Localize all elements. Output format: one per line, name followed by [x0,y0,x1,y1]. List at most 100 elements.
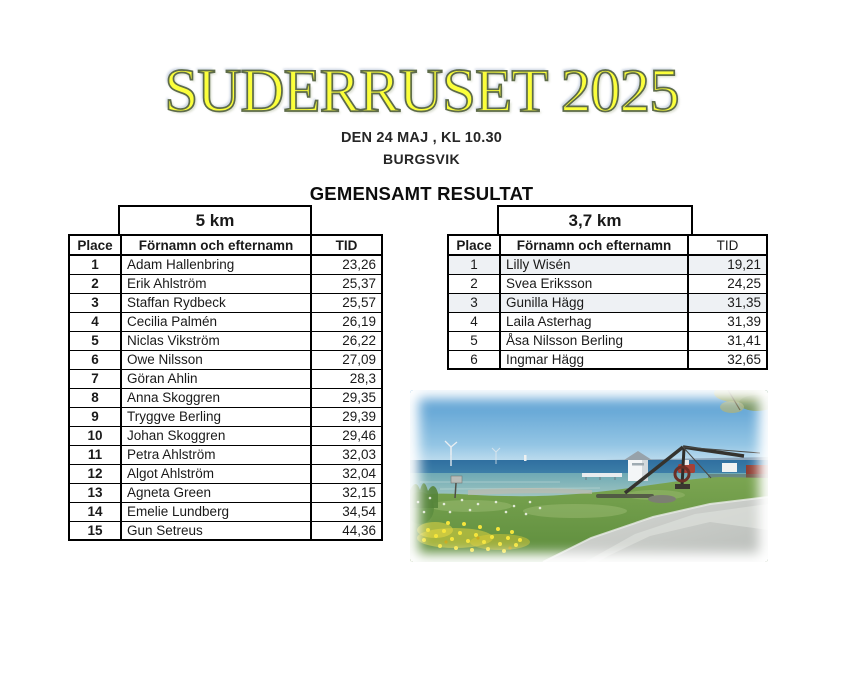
event-date-line: DEN 24 MAJ , KL 10.30 [340,130,503,146]
tid-cell: 32,04 [310,463,383,484]
tid-cell: 31,35 [687,292,768,313]
result-row: 7 Göran Ahlin 28,3 [68,368,383,389]
column-header-row: Place Förnamn och efternamn TID [447,234,768,256]
tid-cell: 31,39 [687,311,768,332]
name-cell: Owe Nilsson [120,349,312,370]
place-cell: 5 [68,330,122,351]
name-cell: Niclas Vikström [120,330,312,351]
result-row: 1 Adam Hallenbring 23,26 [68,254,383,275]
tid-cell: 19,21 [687,254,768,275]
place-cell: 5 [447,330,501,351]
distance-header-row: 5 km [68,205,383,234]
tid-cell: 26,22 [310,330,383,351]
name-cell: Gunilla Hägg [499,292,689,313]
place-cell: 10 [68,425,122,446]
result-row: 6 Owe Nilsson 27,09 [68,349,383,370]
stone-pile [648,495,676,503]
sailboat [524,455,527,461]
table-37km: Place Förnamn och efternamn TID 1 Lilly … [447,234,768,370]
result-row: 4 Laila Asterhag 31,39 [447,311,768,332]
column-header-place: Place [447,234,501,256]
distance-header-37km: 3,7 km [497,205,693,234]
result-row: 3 Staffan Rydbeck 25,57 [68,292,383,313]
results-table-37km: 3,7 km Place Förnamn och efternamn TID 1… [447,205,768,370]
tid-cell: 25,57 [310,292,383,313]
result-row: 13 Agneta Green 32,15 [68,482,383,503]
place-cell: 3 [447,292,501,313]
tid-cell: 32,65 [687,349,768,370]
table-5km: Place Förnamn och efternamn TID 1 Adam H… [68,234,383,541]
name-cell: Åsa Nilsson Berling [499,330,689,351]
place-cell: 1 [68,254,122,275]
result-row: 9 Tryggve Berling 29,39 [68,406,383,427]
tid-cell: 25,37 [310,273,383,294]
event-location-line: BURGSVIK [382,151,461,167]
foliage [714,390,768,413]
wind-turbine-far [491,447,501,464]
name-cell: Erik Ahlström [120,273,312,294]
result-row: 1 Lilly Wisén 19,21 [447,254,768,275]
yellow-flowers [417,521,530,553]
name-cell: Anna Skoggren [120,387,312,408]
result-row: 14 Emelie Lundberg 34,54 [68,501,383,522]
name-cell: Göran Ahlin [120,368,312,389]
name-cell: Cecilia Palmén [120,311,312,332]
results-table-5km: 5 km Place Förnamn och efternamn TID 1 A… [68,205,383,541]
result-row: 4 Cecilia Palmén 26,19 [68,311,383,332]
place-cell: 6 [68,349,122,370]
result-row: 10 Johan Skoggren 29,46 [68,425,383,446]
result-row: 11 Petra Ahlström 32,03 [68,444,383,465]
white-flowers [416,496,542,516]
tid-cell: 27,09 [310,349,383,370]
place-cell: 4 [68,311,122,332]
tid-cell: 31,41 [687,330,768,351]
page-title: SUDERRUSET 2025 [163,58,680,125]
tid-cell: 26,19 [310,311,383,332]
name-cell: Svea Eriksson [499,273,689,294]
column-header-tid: TID [310,234,383,256]
tid-cell: 28,3 [310,368,383,389]
place-cell: 11 [68,444,122,465]
name-cell: Tryggve Berling [120,406,312,427]
name-cell: Petra Ahlström [120,444,312,465]
boat-crane [623,445,761,495]
tid-cell: 32,15 [310,482,383,503]
name-cell: Johan Skoggren [120,425,312,446]
name-cell: Adam Hallenbring [120,254,312,275]
place-cell: 4 [447,311,501,332]
place-cell: 3 [68,292,122,313]
place-cell: 6 [447,349,501,370]
column-header-name: Förnamn och efternamn [499,234,689,256]
result-row: 2 Svea Eriksson 24,25 [447,273,768,294]
name-cell: Ingmar Hägg [499,349,689,370]
lighthouse-roof [624,451,652,460]
result-row: 3 Gunilla Hägg 31,35 [447,292,768,313]
name-cell: Agneta Green [120,482,312,503]
name-cell: Laila Asterhag [499,311,689,332]
place-cell: 13 [68,482,122,503]
name-cell: Algot Ahlström [120,463,312,484]
name-cell: Emelie Lundberg [120,501,312,522]
driftwood-log [596,494,654,498]
section-heading: GEMENSAMT RESULTAT [309,183,534,204]
sky [410,390,768,468]
name-cell: Gun Setreus [120,520,312,541]
result-row: 5 Niclas Vikström 26,22 [68,330,383,351]
tid-cell: 29,39 [310,406,383,427]
column-header-name: Förnamn och efternamn [120,234,312,256]
result-row: 15 Gun Setreus 44,36 [68,520,383,541]
result-row: 5 Åsa Nilsson Berling 31,41 [447,330,768,351]
pier [582,473,622,477]
sign-post [450,475,463,499]
tid-cell: 29,46 [310,425,383,446]
place-cell: 1 [447,254,501,275]
name-cell: Lilly Wisén [499,254,689,275]
place-cell: 15 [68,520,122,541]
result-row: 12 Algot Ahlström 32,04 [68,463,383,484]
result-row: 2 Erik Ahlström 25,37 [68,273,383,294]
place-cell: 14 [68,501,122,522]
beach-photo-illustration [410,390,768,562]
tid-cell: 32,03 [310,444,383,465]
place-cell: 2 [447,273,501,294]
place-cell: 8 [68,387,122,408]
